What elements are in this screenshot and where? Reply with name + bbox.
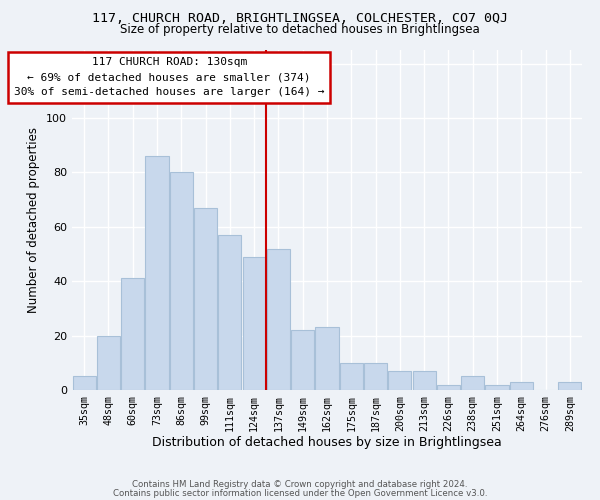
Bar: [267, 248, 290, 390]
X-axis label: Distribution of detached houses by size in Brightlingsea: Distribution of detached houses by size …: [152, 436, 502, 450]
Bar: [242, 256, 266, 390]
Bar: [437, 384, 460, 390]
Text: 117 CHURCH ROAD: 130sqm
← 69% of detached houses are smaller (374)
30% of semi-d: 117 CHURCH ROAD: 130sqm ← 69% of detache…: [14, 58, 325, 97]
Text: Size of property relative to detached houses in Brightlingsea: Size of property relative to detached ho…: [120, 22, 480, 36]
Bar: [388, 371, 412, 390]
Text: 117, CHURCH ROAD, BRIGHTLINGSEA, COLCHESTER, CO7 0QJ: 117, CHURCH ROAD, BRIGHTLINGSEA, COLCHES…: [92, 12, 508, 26]
Bar: [170, 172, 193, 390]
Bar: [413, 371, 436, 390]
Bar: [218, 235, 241, 390]
Bar: [559, 382, 581, 390]
Bar: [73, 376, 95, 390]
Bar: [97, 336, 120, 390]
Y-axis label: Number of detached properties: Number of detached properties: [28, 127, 40, 313]
Bar: [485, 384, 509, 390]
Bar: [291, 330, 314, 390]
Bar: [510, 382, 533, 390]
Bar: [194, 208, 217, 390]
Bar: [145, 156, 169, 390]
Bar: [340, 363, 363, 390]
Text: Contains HM Land Registry data © Crown copyright and database right 2024.: Contains HM Land Registry data © Crown c…: [132, 480, 468, 489]
Bar: [121, 278, 144, 390]
Bar: [316, 328, 338, 390]
Text: Contains public sector information licensed under the Open Government Licence v3: Contains public sector information licen…: [113, 488, 487, 498]
Bar: [364, 363, 387, 390]
Bar: [461, 376, 484, 390]
